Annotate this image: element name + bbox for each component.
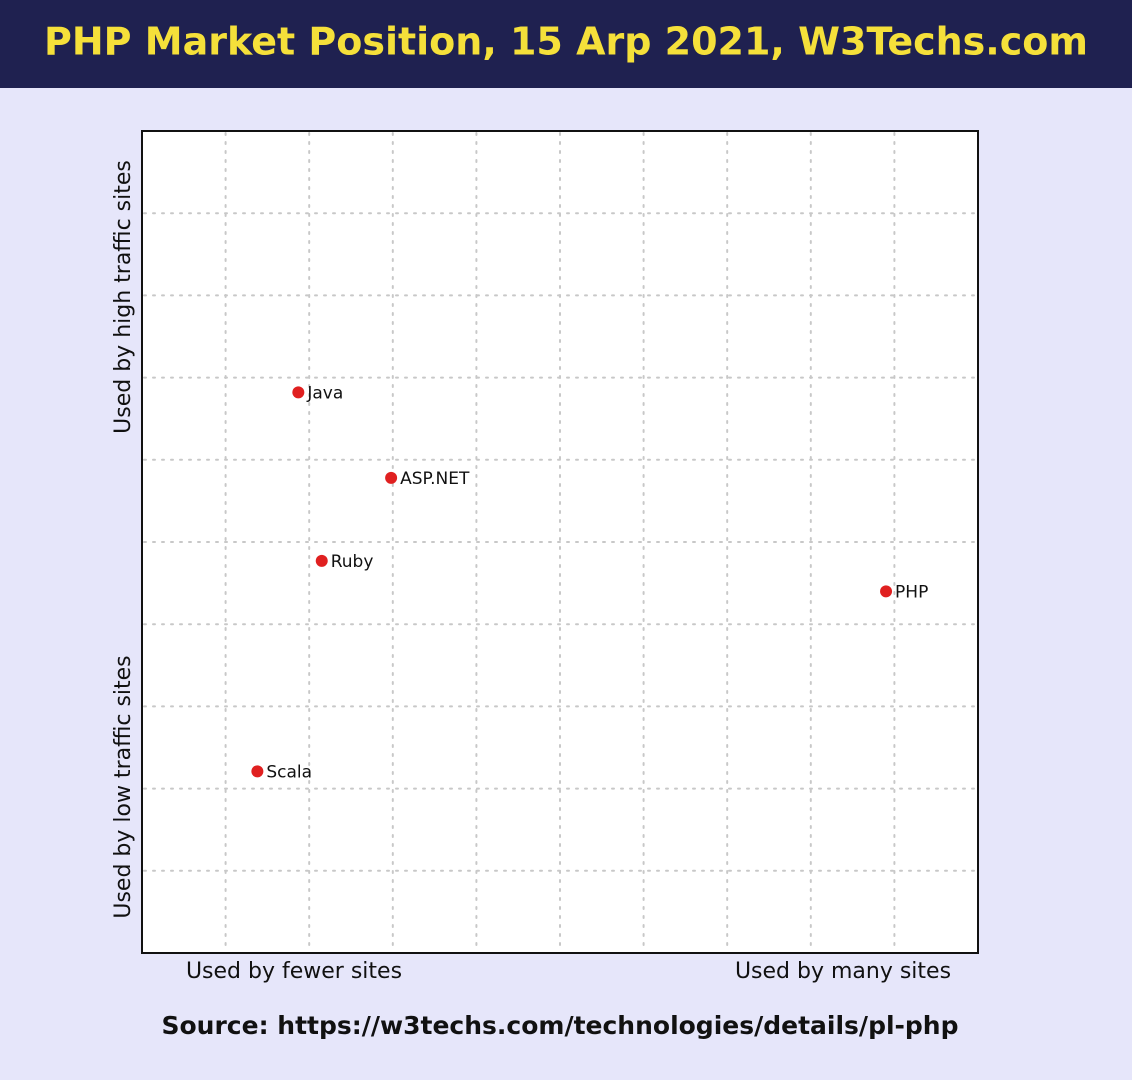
x-axis-label: Used by fewer sites [186, 959, 402, 984]
header [0, 0, 1132, 88]
source: Source: https://w3techs.com/technologies… [161, 1011, 958, 1040]
point [385, 471, 398, 484]
point [880, 585, 893, 598]
point [251, 765, 264, 778]
y-axis-label: Used by high traffic sites [111, 160, 136, 434]
point-label: ASP.NET [400, 469, 470, 489]
point-label: Ruby [331, 552, 374, 572]
chart-title: PHP Market Position, 15 Arp 2021, W3Tech… [44, 20, 1088, 64]
point [292, 386, 305, 399]
point-label: PHP [895, 582, 928, 602]
x-axis-label: Used by many sites [735, 959, 951, 984]
y-axis-label: Used by low traffic sites [111, 655, 136, 918]
point [315, 554, 328, 567]
point-label: Java [306, 383, 343, 403]
point-label: Scala [266, 762, 312, 782]
